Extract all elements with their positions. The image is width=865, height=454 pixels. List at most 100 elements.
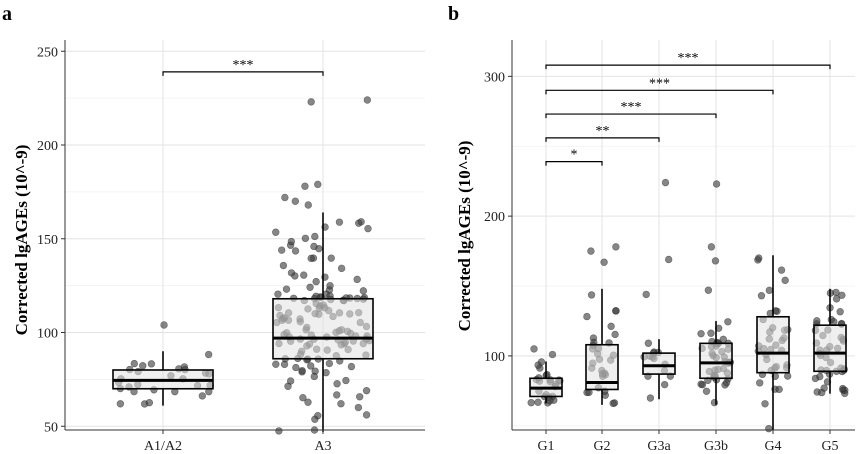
y-tick-label: 150 (37, 233, 58, 248)
panel-a: a Corrected lgAGEs (10^-9) 50 100 150 200 25… (2, 3, 425, 454)
panel-a-boxes (112, 212, 374, 432)
box-g5 (813, 324, 847, 373)
data-point (307, 362, 315, 370)
box-g3a (642, 352, 676, 375)
data-point-outlier (363, 96, 372, 104)
data-point-outlier (600, 258, 608, 266)
data-point (307, 254, 315, 263)
data-point (697, 330, 705, 338)
panel-b: b Corrected lgAGEs (10^-9) 100 200 300 G1 G2… (448, 3, 855, 454)
panel-b-label: b (448, 3, 459, 25)
data-point-outlier (304, 201, 312, 209)
panel-b-points (527, 178, 849, 433)
data-point (130, 359, 138, 368)
data-point (314, 411, 322, 420)
data-point (722, 379, 731, 387)
data-point (765, 424, 773, 433)
significance-bracket (545, 89, 774, 95)
data-point (312, 277, 320, 286)
data-point (204, 350, 213, 359)
y-tick-label: 100 (484, 350, 505, 365)
panel-a-y-axis-title: Corrected lgAGEs (10^-9) (12, 145, 31, 336)
data-point (587, 291, 596, 299)
data-point-outlier (548, 350, 557, 359)
data-point (278, 246, 286, 254)
data-point (145, 398, 154, 407)
significance-label: *** (678, 51, 699, 66)
data-point (272, 360, 280, 368)
data-point (299, 394, 307, 402)
data-point (612, 307, 620, 315)
data-point-outlier (160, 321, 168, 329)
data-point (543, 370, 551, 379)
data-point (724, 318, 732, 326)
significance-bracket (545, 137, 660, 142)
data-point (832, 295, 841, 303)
data-point-outlier (587, 247, 595, 255)
data-point (342, 376, 350, 385)
data-point (287, 237, 296, 246)
data-point (310, 372, 319, 381)
box-g3b (699, 342, 733, 380)
significance-label: ** (596, 124, 610, 139)
data-point (811, 374, 820, 383)
data-point (607, 322, 615, 331)
data-point (284, 382, 292, 390)
data-point (355, 393, 364, 401)
panel-a-significance: *** (162, 58, 324, 76)
data-point-outlier (291, 197, 300, 205)
data-point (781, 276, 789, 285)
data-point (327, 254, 335, 262)
data-point (611, 330, 619, 339)
data-point (335, 218, 344, 226)
data-point (282, 285, 291, 293)
significance-label: *** (233, 58, 254, 73)
data-point (755, 254, 763, 262)
data-point (646, 394, 655, 402)
data-point (777, 266, 786, 274)
data-point (644, 339, 653, 347)
data-point (707, 329, 715, 337)
data-point-outlier (612, 243, 620, 251)
data-point (362, 411, 371, 419)
data-point (116, 400, 125, 408)
data-point (546, 397, 554, 405)
data-point (325, 359, 334, 368)
data-point (355, 219, 363, 227)
panel-b-significance: ************ (545, 51, 831, 166)
data-point (333, 391, 341, 399)
x-tick-label: G1 (537, 439, 554, 454)
data-point (304, 398, 312, 406)
x-tick-label: G3a (647, 439, 671, 454)
significance-label: *** (649, 76, 670, 91)
y-tick-label: 100 (37, 327, 58, 342)
data-point (839, 384, 847, 393)
data-point (697, 380, 705, 388)
data-point (300, 271, 308, 279)
box-g4 (756, 315, 790, 374)
panel-a-axes: 50 100 150 200 250 A1/A2 A3 (37, 40, 425, 454)
data-point (359, 287, 368, 295)
data-point (813, 317, 821, 325)
panel-b-axes: 100 200 300 G1 G2 G3a G3b G4 G5 (484, 40, 855, 454)
data-point-outlier (704, 286, 713, 294)
data-point (710, 398, 719, 407)
significance-bracket (162, 71, 324, 76)
y-tick-label: 250 (37, 45, 58, 60)
data-point (583, 312, 591, 321)
data-point-outlier (314, 180, 322, 189)
y-tick-label: 200 (484, 210, 505, 225)
significance-bracket (545, 113, 717, 119)
data-point (279, 261, 288, 270)
x-tick-label: G2 (593, 439, 610, 454)
data-point-outlier (664, 255, 673, 264)
significance-bracket (545, 64, 831, 70)
data-point (311, 232, 319, 241)
data-point (537, 358, 546, 366)
significance-label: * (571, 148, 578, 163)
data-point (198, 392, 207, 400)
data-point-outlier (707, 243, 716, 251)
data-point (347, 362, 356, 371)
data-point (527, 398, 535, 407)
significance-label: *** (621, 100, 642, 115)
